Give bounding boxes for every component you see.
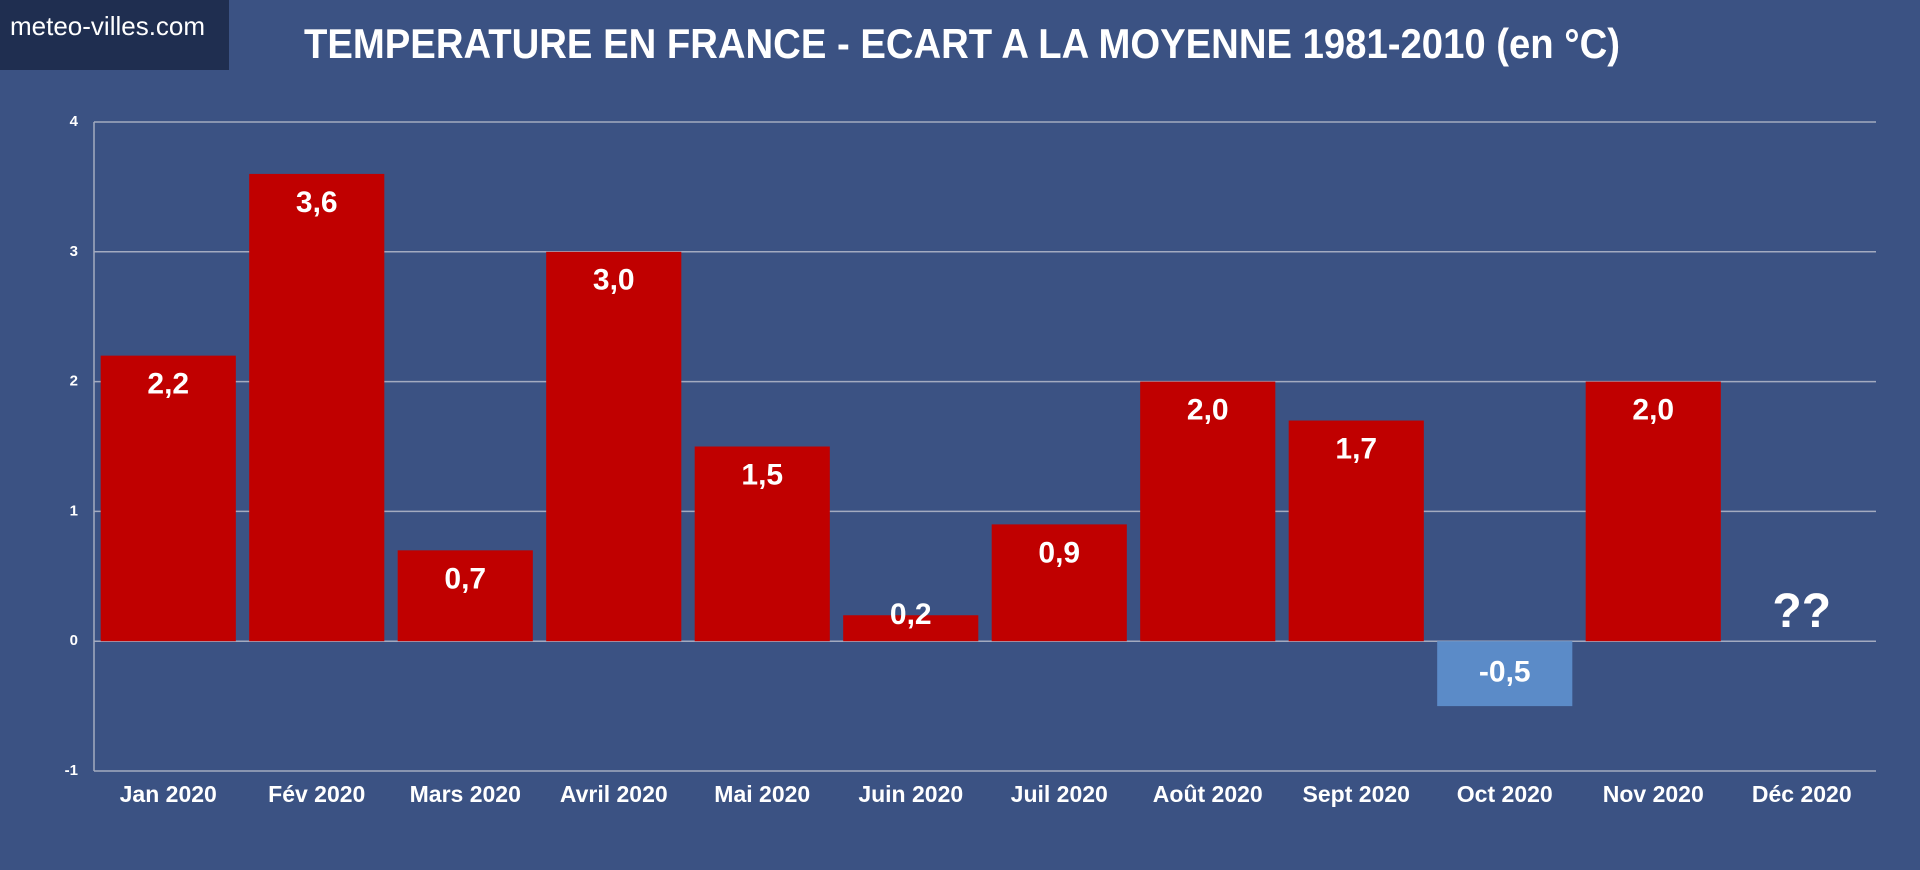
chart-title: TEMPERATURE EN FRANCE - ECART A LA MOYEN…	[304, 20, 1620, 67]
bar	[397, 550, 533, 642]
value-label: 0,9	[1038, 536, 1080, 569]
x-tick-label: Juin 2020	[858, 781, 963, 807]
bar	[1437, 641, 1573, 707]
logo-box	[0, 0, 229, 70]
value-label: -0,5	[1479, 656, 1531, 689]
value-label: 1,7	[1335, 432, 1377, 465]
y-tick-label: 1	[70, 502, 78, 519]
x-tick-label: Avril 2020	[560, 781, 668, 807]
x-tick-label: Nov 2020	[1603, 781, 1704, 807]
bar	[546, 251, 682, 642]
x-tick-label: Juil 2020	[1011, 781, 1108, 807]
bar	[1585, 381, 1721, 642]
value-label: 2,0	[1632, 394, 1674, 427]
x-tick-label: Jan 2020	[120, 781, 217, 807]
x-tick-label: Sept 2020	[1303, 781, 1410, 807]
bar	[1288, 420, 1424, 642]
value-label: 1,5	[741, 458, 783, 491]
y-tick-label: 0	[70, 632, 78, 649]
value-label: 0,7	[444, 562, 486, 595]
value-label: 3,6	[296, 186, 338, 219]
bar	[1140, 381, 1276, 642]
value-label: 0,2	[890, 598, 932, 631]
value-label: 2,2	[147, 368, 189, 401]
x-tick-label: Mai 2020	[714, 781, 810, 807]
bar	[249, 173, 385, 642]
y-tick-label: 4	[70, 113, 79, 130]
x-tick-label: Déc 2020	[1752, 781, 1852, 807]
value-label: 2,0	[1187, 394, 1229, 427]
bar	[843, 615, 979, 642]
x-tick-label: Août 2020	[1153, 781, 1263, 807]
value-label: 3,0	[593, 264, 635, 297]
y-tick-label: 2	[70, 373, 78, 390]
y-tick-label: -1	[65, 762, 78, 779]
logo: meteo-villes.com	[10, 11, 205, 41]
y-tick-label: 3	[70, 243, 78, 260]
x-tick-label: Mars 2020	[410, 781, 521, 807]
x-tick-label: Fév 2020	[268, 781, 365, 807]
value-label: ??	[1772, 585, 1831, 638]
x-tick-label: Oct 2020	[1457, 781, 1553, 807]
bar	[694, 446, 830, 642]
bar	[100, 355, 236, 642]
bar	[991, 524, 1127, 642]
